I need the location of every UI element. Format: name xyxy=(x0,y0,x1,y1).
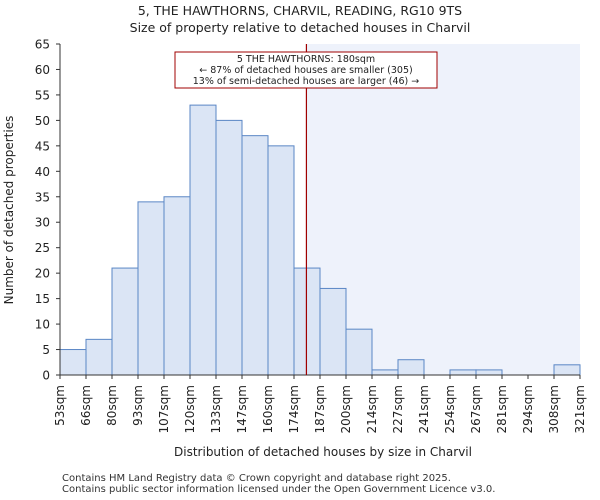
y-tick-label: 0 xyxy=(42,369,50,383)
y-axis-label: Number of detached properties xyxy=(2,116,16,305)
annotation-line1: 5 THE HAWTHORNS: 180sqm xyxy=(237,54,375,65)
x-tick-label: 281sqm xyxy=(495,385,509,433)
y-tick-label: 50 xyxy=(35,114,50,128)
y-tick-label: 10 xyxy=(35,318,50,332)
footer-licence: Contains public sector information licen… xyxy=(62,484,496,495)
y-tick-label: 25 xyxy=(35,241,50,255)
larger-region-shade xyxy=(306,44,580,375)
x-tick-label: 200sqm xyxy=(339,385,353,433)
x-tick-label: 53sqm xyxy=(53,385,67,426)
bar-120sqm xyxy=(189,104,217,376)
annotation-line3: 13% of semi-detached houses are larger (… xyxy=(193,76,420,87)
y-tick-label: 35 xyxy=(35,190,50,204)
bar-93sqm xyxy=(137,201,165,376)
bar-267sqm xyxy=(475,369,503,376)
y-tick-label: 15 xyxy=(35,292,50,306)
annotation-box xyxy=(174,51,438,89)
bar-214sqm xyxy=(371,369,399,376)
bar-80sqm xyxy=(111,267,139,376)
x-tick-label: 93sqm xyxy=(131,385,145,426)
footer-copyright: Contains HM Land Registry data © Crown c… xyxy=(62,473,451,484)
y-tick-label: 60 xyxy=(35,63,50,77)
annotation-line2: ← 87% of detached houses are smaller (30… xyxy=(199,65,412,76)
x-tick-label: 187sqm xyxy=(313,385,327,433)
x-tick-label: 241sqm xyxy=(417,385,431,433)
y-tick-label: 40 xyxy=(35,165,50,179)
x-tick-label: 120sqm xyxy=(183,385,197,433)
bar-187sqm xyxy=(319,287,347,376)
x-tick-label: 267sqm xyxy=(469,385,483,433)
x-tick-label: 308sqm xyxy=(547,385,561,433)
x-tick-label: 66sqm xyxy=(79,385,93,426)
chart-subtitle: Size of property relative to detached ho… xyxy=(129,20,471,35)
x-tick-label: 147sqm xyxy=(235,385,249,433)
bar-107sqm xyxy=(163,196,191,376)
x-tick-label: 80sqm xyxy=(105,385,119,426)
x-tick-label: 294sqm xyxy=(521,385,535,433)
x-tick-label: 227sqm xyxy=(391,385,405,433)
bar-308sqm xyxy=(553,364,581,376)
x-tick-label: 321sqm xyxy=(573,385,587,433)
y-tick-label: 20 xyxy=(35,267,50,281)
y-tick-label: 65 xyxy=(35,38,50,52)
y-tick-label: 55 xyxy=(35,88,50,102)
bar-227sqm xyxy=(397,359,425,376)
x-axis-label: Distribution of detached houses by size … xyxy=(174,445,472,459)
bar-254sqm xyxy=(449,369,477,376)
bar-53sqm xyxy=(59,349,87,376)
bar-200sqm xyxy=(345,328,373,376)
y-tick-label: 5 xyxy=(42,343,50,357)
x-tick-label: 107sqm xyxy=(157,385,171,433)
chart-title: 5, THE HAWTHORNS, CHARVIL, READING, RG10… xyxy=(137,3,463,18)
bar-160sqm xyxy=(267,145,295,376)
bar-66sqm xyxy=(85,338,113,376)
y-tick-label: 45 xyxy=(35,139,50,153)
y-tick-label: 30 xyxy=(35,216,50,230)
x-tick-label: 160sqm xyxy=(261,385,275,433)
x-tick-label: 133sqm xyxy=(209,385,223,433)
x-tick-label: 174sqm xyxy=(287,385,301,433)
x-tick-label: 214sqm xyxy=(365,385,379,433)
x-tick-label: 254sqm xyxy=(443,385,457,433)
bar-147sqm xyxy=(241,135,269,376)
bar-133sqm xyxy=(215,119,243,376)
